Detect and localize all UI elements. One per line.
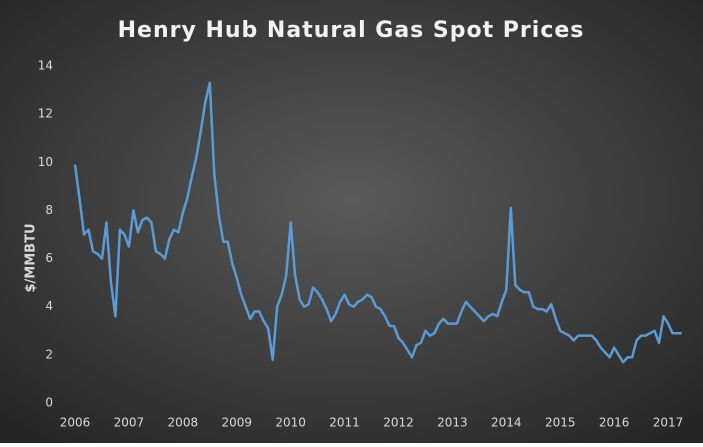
x-tick-label: 2017	[653, 416, 684, 430]
x-tick-label: 2006	[60, 416, 91, 430]
y-tick-label: 12	[38, 107, 53, 121]
y-tick-label: 10	[38, 155, 53, 169]
x-tick-label: 2011	[329, 416, 360, 430]
y-axis-label: $/MMBTU	[24, 224, 39, 293]
x-tick-label: 2009	[221, 416, 252, 430]
y-tick-label: 6	[45, 251, 53, 265]
y-tick-label: 8	[45, 203, 53, 217]
y-tick-label: 4	[45, 299, 53, 313]
x-tick-label: 2010	[275, 416, 306, 430]
chart-title: Henry Hub Natural Gas Spot Prices	[118, 18, 585, 43]
x-tick-label: 2016	[599, 416, 630, 430]
x-tick-label: 2012	[383, 416, 414, 430]
x-tick-label: 2008	[168, 416, 199, 430]
x-tick-label: 2015	[545, 416, 576, 430]
y-tick-label: 14	[38, 59, 53, 73]
y-tick-label: 2	[45, 347, 53, 361]
x-tick-label: 2007	[114, 416, 145, 430]
price-line	[73, 81, 682, 364]
x-tick-label: 2014	[491, 416, 522, 430]
y-tick-label: 0	[45, 396, 53, 410]
x-tick-label: 2013	[437, 416, 468, 430]
